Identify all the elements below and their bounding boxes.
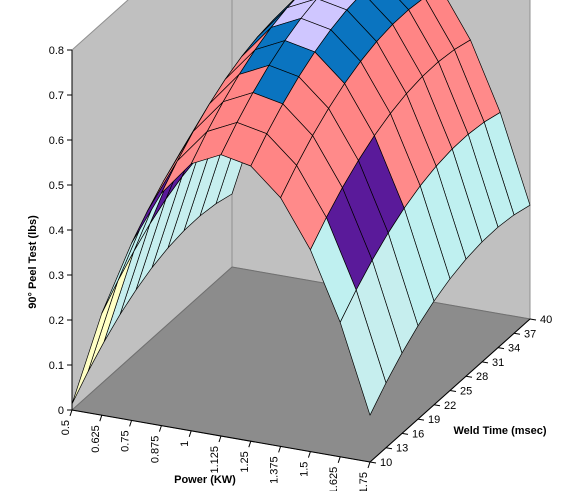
y-tick [497, 347, 505, 350]
x-tick-label: 1.25 [239, 451, 251, 472]
y-tick-label: 25 [460, 386, 472, 398]
y-tick [481, 361, 489, 364]
z-tick-label: 0 [58, 405, 64, 417]
z-tick-label: 0.7 [49, 90, 64, 102]
y-tick-label: 37 [524, 328, 536, 340]
y-tick-label: 31 [492, 357, 504, 369]
z-axis-title: 90° Peel Test (lbs) [27, 215, 39, 309]
x-tick [337, 456, 341, 463]
y-tick-label: 13 [396, 443, 408, 455]
surface-cell [339, 289, 387, 416]
y-tick [385, 447, 393, 450]
x-tick [188, 430, 192, 437]
x-tick [99, 415, 103, 422]
y-tick-label: 10 [380, 457, 392, 469]
y-tick [401, 432, 409, 435]
y-tick [465, 375, 473, 378]
y-tick-label: 22 [444, 400, 456, 412]
y-tick-label: 40 [540, 314, 552, 326]
y-tick [513, 332, 521, 335]
x-tick [307, 451, 311, 458]
z-tick-label: 0.3 [49, 270, 64, 282]
y-tick [433, 404, 441, 407]
x-axis-title: Power (KW) [174, 474, 236, 486]
x-tick-label: 0.875 [149, 436, 161, 464]
z-tick-label: 0.8 [49, 45, 64, 57]
z-tick-label: 0.1 [49, 360, 64, 372]
x-tick [248, 441, 252, 448]
x-tick-label: 1.625 [328, 467, 340, 491]
y-tick [417, 418, 425, 421]
y-tick [449, 390, 457, 392]
y-tick-label: 28 [476, 371, 488, 383]
z-tick-label: 0.6 [49, 135, 64, 147]
y-tick [529, 318, 537, 321]
z-tick-label: 0.2 [49, 315, 64, 327]
x-tick-label: 1.75 [358, 472, 370, 491]
x-tick-label: 1.125 [209, 446, 221, 474]
x-tick-label: 0.5 [60, 420, 72, 435]
y-tick-label: 16 [412, 428, 424, 440]
x-tick [218, 435, 222, 443]
x-tick-label: 1 [179, 441, 191, 447]
x-tick [367, 461, 371, 469]
x-tick-label: 1.5 [298, 462, 310, 477]
x-tick-label: 0.75 [120, 430, 132, 451]
y-tick-label: 34 [508, 343, 520, 355]
y-axis-title: Weld Time (msec) [453, 425, 546, 437]
y-tick [369, 461, 377, 464]
chart-axes: 0 0.1 0.2 0.3 0.4 0.5 0.6 0.7 0.8 0.5 0.625 0.75 0.8… [49, 45, 553, 491]
z-tick-label: 0.5 [49, 180, 64, 192]
x-tick [69, 409, 73, 417]
surface-cell [399, 0, 422, 11]
x-tick-label: 1.375 [269, 456, 281, 484]
x-tick [158, 425, 162, 432]
x-tick [129, 420, 133, 427]
x-tick [278, 446, 282, 453]
y-tick-label: 19 [428, 414, 440, 426]
z-tick-label: 0.4 [49, 225, 64, 237]
x-tick-label: 0.625 [90, 425, 102, 453]
surface-plot [71, 0, 531, 416]
